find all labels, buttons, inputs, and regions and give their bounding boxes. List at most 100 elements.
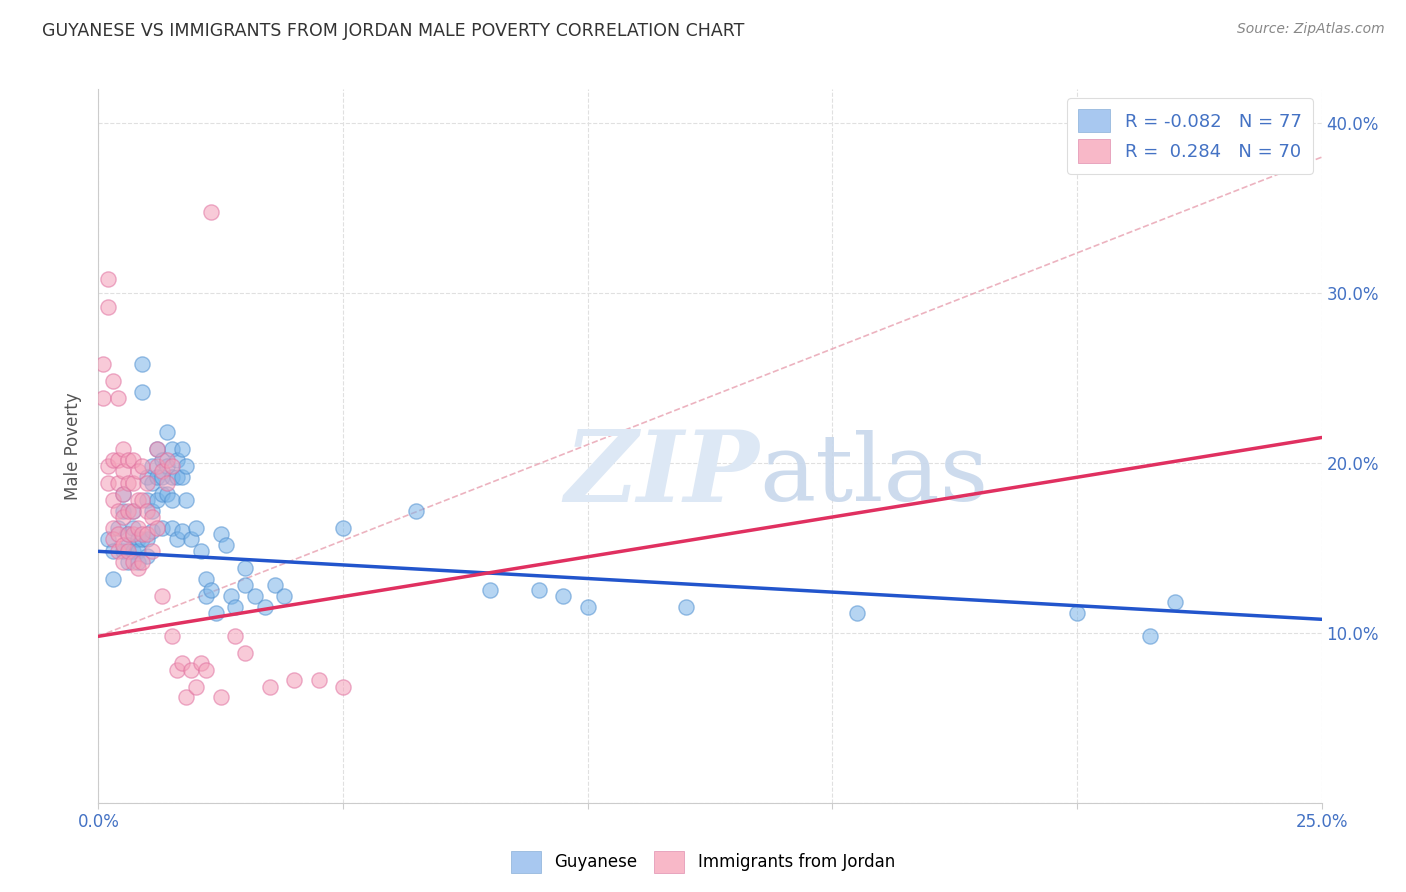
Point	[107, 527, 129, 541]
Point	[170, 469, 193, 483]
Point	[146, 442, 169, 457]
Point	[117, 537, 139, 551]
Point	[111, 486, 134, 500]
Point	[283, 673, 305, 688]
Point	[675, 600, 697, 615]
Point	[190, 657, 212, 671]
Point	[111, 510, 134, 524]
Text: Source: ZipAtlas.com: Source: ZipAtlas.com	[1237, 22, 1385, 37]
Point	[131, 555, 153, 569]
Point	[136, 503, 159, 517]
Point	[107, 392, 129, 406]
Point	[160, 520, 183, 534]
Point	[200, 583, 222, 598]
Point	[195, 572, 218, 586]
Point	[405, 503, 427, 517]
Point	[214, 537, 236, 551]
Point	[97, 272, 120, 286]
Point	[478, 583, 501, 598]
Point	[111, 544, 134, 558]
Point	[224, 629, 246, 643]
Point	[209, 527, 232, 541]
Point	[136, 476, 159, 491]
Point	[111, 503, 134, 517]
Point	[121, 503, 143, 517]
Point	[127, 561, 149, 575]
Point	[233, 578, 256, 592]
Point	[1164, 595, 1187, 609]
Point	[253, 600, 276, 615]
Point	[127, 533, 149, 547]
Y-axis label: Male Poverty: Male Poverty	[65, 392, 83, 500]
Point	[150, 589, 173, 603]
Point	[136, 469, 159, 483]
Text: atlas: atlas	[759, 430, 988, 519]
Point	[195, 663, 218, 677]
Point	[97, 300, 120, 314]
Point	[127, 465, 149, 479]
Point	[111, 442, 134, 457]
Point	[150, 486, 173, 500]
Point	[101, 375, 124, 389]
Point	[200, 204, 222, 219]
Point	[176, 493, 198, 508]
Point	[156, 486, 179, 500]
Point	[117, 527, 139, 541]
Point	[107, 520, 129, 534]
Point	[97, 533, 120, 547]
Point	[156, 459, 179, 474]
Point	[136, 533, 159, 547]
Point	[131, 533, 153, 547]
Point	[160, 469, 183, 483]
Point	[117, 555, 139, 569]
Point	[131, 358, 153, 372]
Point	[101, 533, 124, 547]
Point	[156, 452, 179, 467]
Point	[209, 690, 232, 705]
Point	[190, 544, 212, 558]
Point	[166, 533, 188, 547]
Point	[146, 442, 169, 457]
Point	[131, 459, 153, 474]
Point	[332, 520, 354, 534]
Point	[121, 476, 143, 491]
Point	[150, 465, 173, 479]
Point	[101, 572, 124, 586]
Point	[146, 520, 169, 534]
Point	[156, 425, 179, 440]
Point	[127, 555, 149, 569]
Point	[136, 527, 159, 541]
Point	[117, 527, 139, 541]
Point	[186, 680, 208, 694]
Point	[146, 493, 169, 508]
Point	[160, 442, 183, 457]
Point	[233, 561, 256, 575]
Point	[111, 537, 134, 551]
Point	[166, 452, 188, 467]
Point	[141, 524, 163, 538]
Point	[127, 493, 149, 508]
Legend: R = -0.082   N = 77, R =  0.284   N = 70: R = -0.082 N = 77, R = 0.284 N = 70	[1067, 98, 1313, 174]
Point	[273, 589, 295, 603]
Point	[97, 476, 120, 491]
Legend: Guyanese, Immigrants from Jordan: Guyanese, Immigrants from Jordan	[505, 845, 901, 880]
Point	[111, 465, 134, 479]
Point	[180, 663, 202, 677]
Point	[127, 520, 149, 534]
Point	[170, 524, 193, 538]
Point	[186, 520, 208, 534]
Point	[224, 600, 246, 615]
Point	[170, 657, 193, 671]
Point	[117, 476, 139, 491]
Point	[101, 544, 124, 558]
Point	[160, 493, 183, 508]
Point	[146, 459, 169, 474]
Point	[101, 493, 124, 508]
Point	[150, 452, 173, 467]
Point	[243, 589, 266, 603]
Point	[121, 452, 143, 467]
Point	[121, 520, 143, 534]
Point	[141, 459, 163, 474]
Point	[308, 673, 330, 688]
Point	[131, 527, 153, 541]
